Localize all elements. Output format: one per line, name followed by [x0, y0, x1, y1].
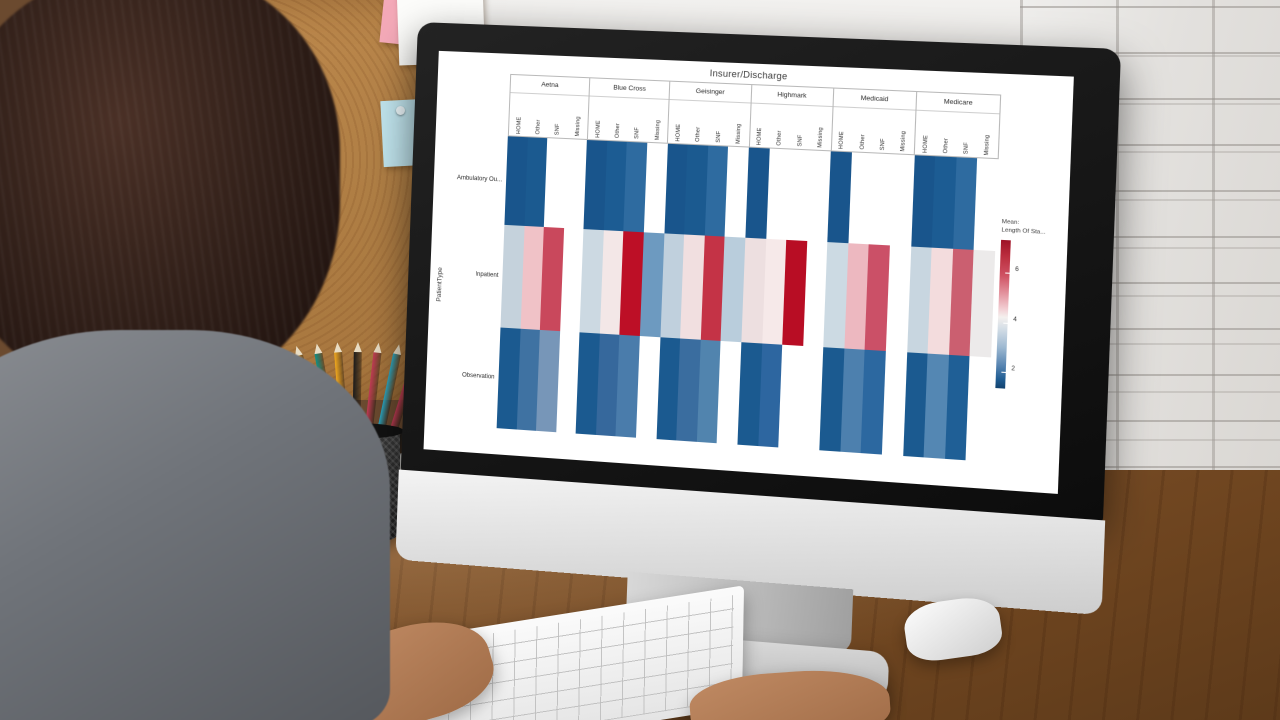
row-label: Observation — [461, 372, 495, 381]
heatmap-group — [583, 140, 668, 233]
heatmap-group — [496, 327, 580, 434]
discharge-label: HOME — [675, 123, 683, 142]
discharge-label: SNF — [879, 138, 887, 151]
discharge-label: Other — [695, 126, 702, 143]
row-label: Inpatient — [475, 271, 499, 279]
discharge-label: Other — [776, 130, 784, 147]
heatmap-group — [819, 347, 907, 456]
legend-title: Mean: Length Of Sta... — [1001, 218, 1064, 239]
discharge-label: Other — [535, 119, 542, 135]
imac-monitor: Insurer/Discharge PatientType Ambulatory… — [395, 22, 1141, 707]
heatmap-group — [827, 151, 915, 246]
discharge-label: Other — [859, 134, 867, 150]
heatmap-group — [823, 242, 911, 352]
insurer-group-header: Aetna HOME Other SNF Missing — [507, 73, 590, 141]
row-label: Ambulatory Ou... — [456, 175, 503, 184]
discharge-label: SNF — [963, 142, 971, 155]
legend-tick: 4 — [1003, 316, 1017, 324]
discharge-label: HOME — [756, 127, 764, 146]
insurer-group-header: Medicare HOME Other SNF Missing — [913, 90, 1002, 160]
heatmap-group — [906, 246, 996, 358]
person-torso — [0, 330, 390, 720]
discharge-label: Missing — [574, 116, 582, 137]
discharge-label: SNF — [715, 131, 722, 144]
discharge-label: SNF — [796, 134, 804, 148]
heatmap-chart: Insurer/Discharge PatientType Ambulatory… — [424, 51, 1074, 494]
discharge-label: SNF — [634, 127, 642, 140]
discharge-label: HOME — [594, 119, 602, 138]
heatmap-group — [737, 342, 823, 450]
discharge-label: Missing — [735, 123, 743, 145]
insurer-group-header: Medicaid HOME Other SNF Missing — [830, 87, 917, 156]
heatmap-group — [745, 147, 831, 243]
heatmap-grid — [496, 136, 999, 484]
legend-tick: 2 — [1001, 366, 1015, 374]
insurer-group-header: Geisinger HOME Other SNF Missing — [667, 80, 751, 148]
discharge-label: Missing — [817, 127, 825, 148]
discharge-label: Other — [614, 123, 622, 139]
discharge-label: SNF — [554, 123, 562, 136]
heatmap-group — [910, 155, 999, 251]
plot-column: Aetna HOME Other SNF Missing Blue Cross HOME Ot… — [496, 73, 1002, 485]
discharge-label: Missing — [984, 134, 992, 156]
heatmap-group — [500, 224, 583, 332]
insurer-group-header: Highmark HOME Other SNF Missing — [748, 84, 833, 152]
discharge-label: Other — [942, 138, 950, 154]
insurer-group-header: Blue Cross HOME Other SNF Missing — [587, 77, 670, 144]
heatmap-group — [656, 337, 741, 444]
monitor-bezel: Insurer/Discharge PatientType Ambulatory… — [400, 22, 1122, 523]
discharge-label: Missing — [654, 119, 662, 141]
legend-body: 6 4 2 — [995, 239, 1063, 392]
discharge-label: HOME — [838, 130, 846, 149]
monitor-screen[interactable]: Insurer/Discharge PatientType Ambulatory… — [423, 50, 1074, 494]
heatmap-group — [664, 143, 749, 238]
heatmap-group — [575, 332, 660, 439]
legend-tick: 6 — [1005, 267, 1019, 275]
discharge-label: HOME — [515, 116, 523, 134]
heatmap-group — [902, 352, 991, 461]
discharge-label: Missing — [900, 130, 908, 152]
chart-body: PatientType Ambulatory Ou... Inpatient Obs… — [428, 71, 1069, 489]
pushpin-icon — [396, 106, 405, 115]
heatmap-group — [579, 229, 665, 338]
color-legend: Mean: Length Of Sta... 6 4 2 — [986, 95, 1068, 490]
heatmap-group — [660, 233, 746, 343]
heatmap-group — [504, 136, 587, 229]
discharge-label: HOME — [921, 134, 929, 153]
heatmap-group — [741, 237, 827, 348]
legend-title-line: Length Of Sta... — [1001, 227, 1046, 237]
legend-tick-labels: 6 4 2 — [1001, 240, 1048, 391]
